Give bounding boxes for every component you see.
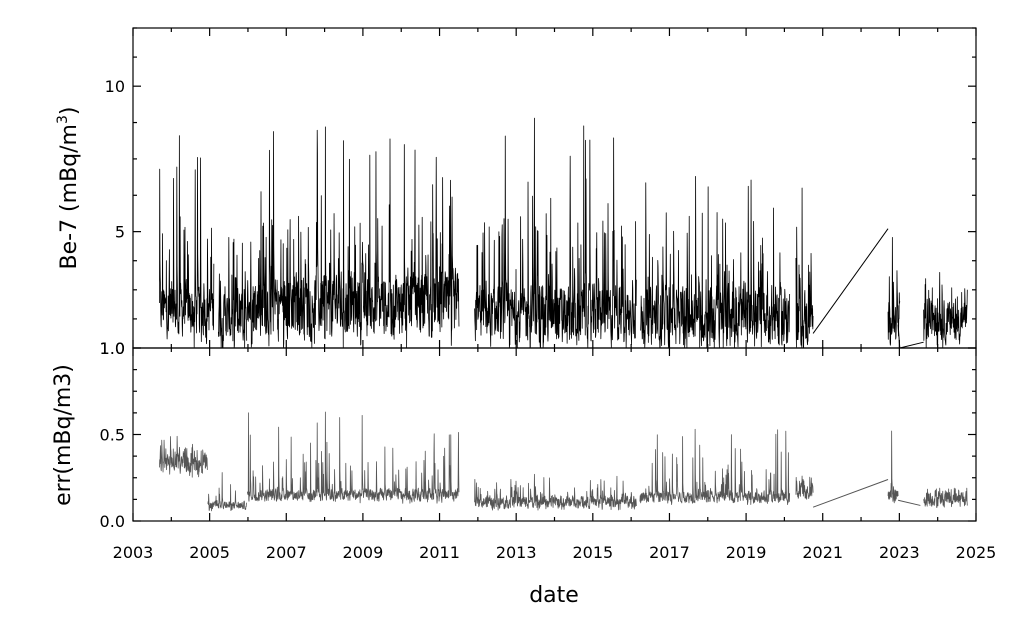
top-panel: 1.0 5 10 Be-7 (mBq/m3) (55, 27, 977, 358)
series-segment (795, 475, 814, 500)
ylabel-close-paren: ) (57, 107, 82, 116)
series-segment (640, 175, 791, 349)
x-tick-label: 2015 (572, 543, 613, 562)
x-tick-label: 2011 (419, 543, 460, 562)
x-tick-label: 2017 (649, 543, 690, 562)
x-tick-label: 2013 (496, 543, 537, 562)
series-segment (923, 487, 968, 508)
series-segment (887, 237, 901, 346)
err-series (159, 411, 968, 512)
series-link (899, 341, 924, 349)
y-tick-label: 1.0 (100, 339, 125, 358)
x-tick-label: 2019 (726, 543, 767, 562)
x-axis: 2003 2005 2007 2009 2011 2013 2015 2017 2019 2021… (113, 28, 997, 562)
be7-series (159, 117, 968, 349)
y-tick-label: 5 (115, 223, 125, 242)
x-tick-label: 2007 (266, 543, 307, 562)
series-segment (217, 237, 248, 349)
series-segment (923, 271, 968, 349)
series-link (812, 479, 889, 508)
series-segment (246, 126, 460, 349)
series-segment (474, 473, 637, 511)
series-link (897, 499, 921, 506)
series-segment (639, 428, 791, 506)
series-segment (887, 430, 899, 504)
x-tick-label: 2005 (189, 543, 230, 562)
series-segment (159, 135, 215, 348)
series-segment (795, 187, 814, 349)
series-segment (207, 472, 247, 512)
y-tick-label: 0.0 (100, 512, 125, 531)
bottom-panel: 0.0 0.5 1.0 err(mBq/m3) (51, 339, 977, 531)
top-y-axis-title: Be-7 (mBq/m3) (55, 107, 82, 270)
series-segment (474, 117, 637, 349)
ylabel-superscript: 3 (55, 115, 71, 124)
series-segment (246, 411, 460, 504)
x-tick-label: 2021 (802, 543, 843, 562)
series-link (812, 228, 889, 334)
series-segment (159, 435, 208, 478)
y-tick-label: 1.0 (100, 339, 125, 358)
x-tick-label: 2023 (879, 543, 920, 562)
bottom-y-axis: 0.0 0.5 1.0 (100, 339, 976, 531)
x-tick-label: 2003 (113, 543, 154, 562)
y-tick-label: 10 (105, 77, 125, 96)
x-tick-label: 2009 (343, 543, 384, 562)
x-tick-label: 2025 (956, 543, 997, 562)
bottom-y-axis-title: err(mBq/m3) (51, 364, 76, 506)
x-axis-title: date (529, 583, 579, 608)
top-y-axis: 1.0 5 10 (100, 27, 976, 358)
y-tick-label: 0.5 (100, 426, 125, 445)
